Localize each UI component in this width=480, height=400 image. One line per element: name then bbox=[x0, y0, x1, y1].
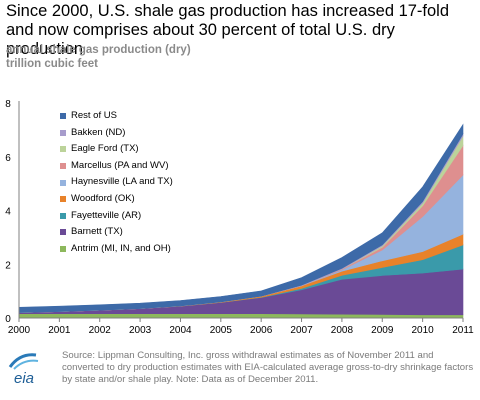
x-tick-label-2000: 2000 bbox=[8, 325, 31, 336]
legend-label-8: Antrim (MI, IN, and OH) bbox=[71, 242, 171, 254]
eia-logo: eia bbox=[6, 349, 50, 389]
x-tick-label-2010: 2010 bbox=[412, 325, 435, 336]
y-tick-label-8: 8 bbox=[5, 99, 11, 110]
source-note: Source: Lippman Consulting, Inc. gross w… bbox=[62, 350, 474, 385]
legend-item-3: Marcellus (PA and WV) bbox=[60, 158, 173, 175]
y-tick-label-6: 6 bbox=[5, 153, 11, 164]
x-tick-label-2007: 2007 bbox=[290, 325, 313, 336]
legend-swatch-0 bbox=[60, 113, 66, 120]
x-tick-label-2002: 2002 bbox=[89, 325, 112, 336]
y-tick-label-0: 0 bbox=[5, 314, 11, 325]
eia-logo-text: eia bbox=[14, 370, 34, 387]
legend-item-7: Barnett (TX) bbox=[60, 224, 173, 241]
legend-label-5: Woodford (OK) bbox=[71, 192, 135, 204]
legend-item-6: Fayetteville (AR) bbox=[60, 208, 173, 225]
chart-title: Since 2000, U.S. shale gas production ha… bbox=[6, 2, 450, 58]
legend-swatch-5 bbox=[60, 196, 66, 203]
legend-item-5: Woodford (OK) bbox=[60, 191, 173, 208]
chart-subtitle-line-2: trillion cubic feet bbox=[6, 58, 99, 70]
legend-item-0: Rest of US bbox=[60, 108, 173, 125]
series-area-8 bbox=[18, 123, 464, 313]
x-tick-label-2008: 2008 bbox=[331, 325, 354, 336]
legend-label-3: Marcellus (PA and WV) bbox=[71, 159, 169, 171]
y-tick-label-4: 4 bbox=[5, 207, 11, 218]
y-tick-label-2: 2 bbox=[5, 260, 11, 271]
legend-item-4: Haynesville (LA and TX) bbox=[60, 174, 173, 191]
chart-subtitle-line-1: annual shale gas production (dry) bbox=[6, 44, 191, 56]
x-tick-label-2004: 2004 bbox=[169, 325, 192, 336]
x-tick-label-2001: 2001 bbox=[48, 325, 71, 336]
x-tick-label-2005: 2005 bbox=[210, 325, 233, 336]
legend-label-1: Bakken (ND) bbox=[71, 126, 126, 138]
legend-item-1: Bakken (ND) bbox=[60, 125, 173, 142]
chart-legend: Rest of US Bakken (ND) Eagle Ford (TX) Marc… bbox=[60, 108, 173, 257]
legend-item-2: Eagle Ford (TX) bbox=[60, 141, 173, 158]
x-tick-label-2009: 2009 bbox=[371, 325, 394, 336]
legend-swatch-6 bbox=[60, 212, 66, 219]
legend-swatch-3 bbox=[60, 163, 66, 170]
legend-label-4: Haynesville (LA and TX) bbox=[71, 176, 173, 188]
x-tick-label-2003: 2003 bbox=[129, 325, 152, 336]
legend-swatch-4 bbox=[60, 179, 66, 186]
legend-swatch-1 bbox=[60, 129, 66, 136]
legend-swatch-7 bbox=[60, 229, 66, 236]
x-tick-label-2006: 2006 bbox=[250, 325, 273, 336]
legend-item-8: Antrim (MI, IN, and OH) bbox=[60, 241, 173, 258]
legend-label-0: Rest of US bbox=[71, 110, 117, 121]
legend-swatch-2 bbox=[60, 146, 66, 153]
legend-label-6: Fayetteville (AR) bbox=[71, 209, 142, 221]
legend-label-7: Barnett (TX) bbox=[71, 226, 123, 238]
legend-label-2: Eagle Ford (TX) bbox=[71, 143, 139, 155]
legend-swatch-8 bbox=[60, 246, 66, 253]
x-tick-label-2011: 2011 bbox=[452, 325, 474, 336]
